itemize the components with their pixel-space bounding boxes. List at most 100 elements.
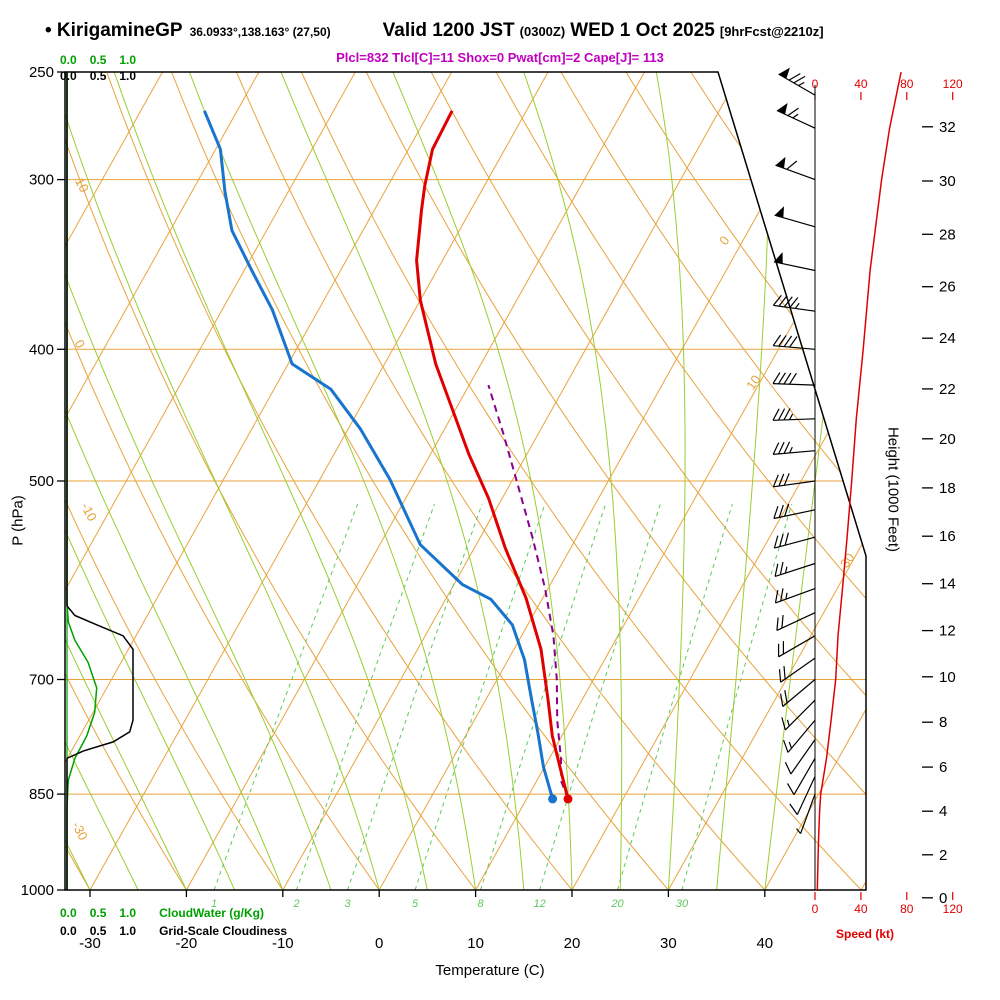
pressure-tick-label: 700 (29, 672, 54, 689)
wind-barbs (772, 67, 816, 834)
height-tick-label: 4 (939, 803, 947, 820)
scale-tick: 0.0 (60, 906, 77, 920)
mixing-ratio-line (213, 503, 359, 890)
isotherm-label: 10 (743, 372, 764, 392)
dry-adiabat-label: 10 (72, 175, 92, 195)
wind-barb-staff (796, 776, 816, 815)
pressure-tick-label: 850 (29, 786, 54, 803)
dry-adiabat-label: 0 (72, 337, 89, 350)
title-bar: • KirigamineGP 36.0933°,138.163° (27,50) V… (45, 20, 824, 42)
wind-barb-feather (789, 336, 798, 348)
wind-barb (772, 372, 816, 386)
isotherm-line (667, 72, 866, 890)
dry-adiabat-line (65, 72, 380, 890)
plot-border (64, 71, 867, 891)
height-tick-label: 16 (939, 528, 956, 545)
wind-barb-feather (783, 372, 792, 385)
cloudiness-scale-top: 0.0 0.5 1.0 (60, 69, 136, 83)
wind-barb (772, 473, 816, 488)
valid-time: Valid 1200 JST (382, 20, 515, 41)
wind-barb (778, 657, 816, 683)
height-tick-label: 8 (939, 714, 947, 731)
dry-adiabat-line (65, 72, 284, 890)
temperature-tick-label: 30 (660, 935, 677, 952)
dry-adiabat-line (65, 72, 187, 890)
temperature-tick-label: 20 (564, 935, 581, 952)
height-tick-label: 18 (939, 480, 956, 497)
speed-tick-label: 80 (900, 902, 914, 916)
mixing-ratio-label: 1 (211, 898, 217, 910)
wind-barb-feather (777, 408, 786, 421)
moist-adiabat-line (523, 72, 623, 890)
wind-barb-feather (773, 535, 779, 549)
wind-barb-halffeather (788, 741, 793, 749)
pressure-tick-label: 300 (29, 172, 54, 189)
wind-barb (780, 679, 816, 707)
wind-barb-feather (772, 334, 782, 347)
speed-tick-label: 40 (854, 902, 868, 916)
dry-adiabat-line (495, 72, 866, 890)
wind-barb-feather (773, 506, 779, 519)
valid-date: WED 1 Oct 2025 (570, 20, 715, 41)
height-tick-label: 30 (939, 173, 956, 190)
wind-barb (777, 635, 816, 658)
wind-barb-feather (784, 690, 788, 704)
wind-barb (772, 334, 816, 350)
isotherm-line (185, 72, 645, 890)
mixing-ratio-line (539, 503, 661, 890)
temperature-tick-label: 10 (467, 935, 484, 952)
wind-barb-feather (783, 666, 786, 680)
scale-tick: 0.5 (89, 924, 107, 938)
profile-curves (203, 110, 570, 800)
wind-barb-feather (783, 473, 790, 486)
isotherm-label: 30 (837, 550, 858, 570)
cloudiness-curve (66, 72, 134, 890)
wind-barb-feather (781, 717, 786, 731)
mixing-ratio-label: 5 (412, 898, 419, 910)
temperature-tick-label: -30 (79, 935, 101, 952)
wind-barb-feather (789, 297, 799, 309)
height-tick-label: 32 (939, 119, 956, 136)
wind-barb-feather (777, 372, 786, 385)
wind-barb-feather (789, 803, 798, 815)
wind-barb-feather (781, 615, 784, 629)
cloudwater-scale-bottom: 0.0 0.5 1.0 CloudWater (g/Kg) (60, 906, 264, 920)
speed-axis-label: Speed (kt) (836, 927, 895, 941)
mixing-ratio-line (296, 503, 435, 890)
speed-tick-label: 0 (812, 77, 819, 91)
wind-barb (778, 67, 816, 96)
scale-tick: 1.0 (119, 906, 137, 920)
moist-adiabat-line (65, 72, 236, 890)
wind-barb-staff (772, 383, 816, 386)
height-axis-label: Height (1000 Feet) (884, 426, 902, 553)
wind-barb-pennant (773, 252, 783, 264)
wind-barb-halffeather (789, 446, 793, 454)
isotherm-label: 0 (716, 233, 732, 248)
wind-barb (772, 441, 816, 455)
wind-barb (774, 561, 816, 577)
temperature-curve (415, 110, 570, 800)
wind-barb-pennant (776, 103, 788, 115)
wind-barb-feather (778, 335, 787, 347)
wind-barb (776, 612, 816, 631)
height-tick-label: 2 (939, 847, 947, 864)
dry-adiabat-line (365, 72, 866, 890)
scale-tick: 0.5 (89, 906, 107, 920)
wind-barb-feather (780, 588, 784, 602)
mixing-ratio-line (681, 503, 793, 890)
temperature-tick-label: -10 (272, 935, 294, 952)
mixing-ratio-line (414, 503, 546, 890)
mixing-ratio-line (347, 503, 483, 890)
speed-tick-label: 120 (943, 77, 963, 91)
wind-barb-feather (772, 442, 780, 455)
moist-adiabat-line (655, 72, 686, 890)
wind-barb-feather (786, 783, 795, 795)
valid-zulu: (0300Z) (519, 24, 566, 39)
dry-adiabat-line (625, 72, 866, 890)
forecast-tag: [9hrFcst@2210z] (719, 24, 824, 39)
wind-barb-staff (773, 509, 816, 520)
cloudwater-label: CloudWater (g/Kg) (159, 906, 264, 920)
skewt-grid (65, 72, 866, 890)
wind-barb-feather (783, 739, 789, 753)
pressure-tick-label: 1000 (21, 882, 54, 899)
